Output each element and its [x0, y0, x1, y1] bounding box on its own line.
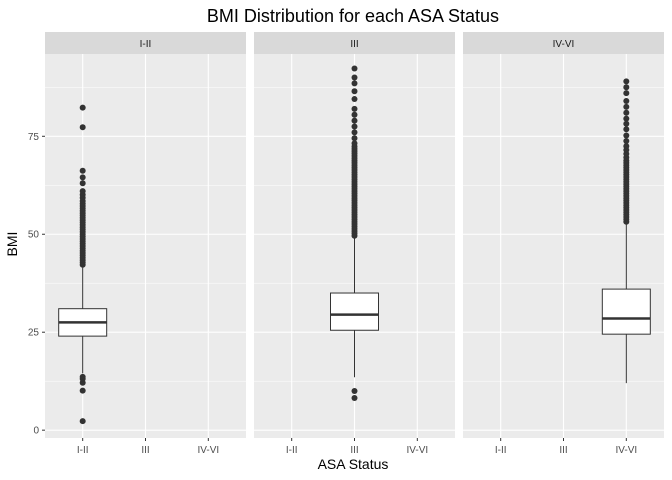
facet-panel-III: III I-II III IV-VI [254, 32, 455, 456]
outlier-point [351, 74, 358, 81]
outlier-point [623, 120, 630, 127]
outlier-point [623, 115, 630, 122]
y-tick-label: 50 [28, 230, 40, 241]
outlier-point [623, 98, 630, 105]
x-tick-label: I-II [286, 445, 298, 456]
x-tick-label: I-II [77, 445, 89, 456]
box-iqr [601, 288, 651, 335]
outlier-point [623, 126, 630, 133]
outlier-point [351, 135, 358, 142]
x-tick-label: III [350, 445, 358, 456]
outlier-point [79, 167, 86, 174]
facet-strip-label: III [350, 39, 358, 50]
outlier-point [351, 105, 358, 112]
facet-strip [45, 32, 246, 54]
outlier-point [79, 180, 86, 187]
outlier-point [79, 174, 86, 181]
outlier-point [351, 96, 358, 103]
outlier-point [351, 88, 358, 95]
chart-title: BMI Distribution for each ASA Status [207, 6, 499, 26]
y-tick-label: 0 [33, 426, 39, 437]
outlier-point [79, 124, 86, 131]
outlier-point [623, 143, 630, 150]
outlier-point [79, 104, 86, 111]
outlier-point [351, 387, 358, 394]
outlier-point [623, 137, 630, 144]
facet-panel-I-II: I-II I-II III IV-VI [45, 32, 246, 456]
x-tick-label: IV-VI [406, 445, 428, 456]
facet-strip [254, 32, 455, 54]
x-axis-title: ASA Status [318, 456, 389, 472]
box-iqr [330, 292, 379, 331]
x-tick-label: III [141, 445, 149, 456]
outlier-point [351, 111, 358, 118]
y-tick-label: 75 [28, 132, 40, 143]
outlier-point [351, 395, 358, 402]
outlier-point [79, 387, 86, 394]
x-tick-label: III [559, 445, 567, 456]
outlier-point [79, 188, 86, 195]
outlier-point [623, 132, 630, 139]
y-tick-label: 25 [28, 328, 40, 339]
x-tick-label: IV-VI [197, 445, 219, 456]
outlier-point [623, 109, 630, 116]
outlier-point [351, 65, 358, 72]
outlier-point [79, 373, 86, 380]
outlier-point [623, 103, 630, 110]
facet-strip-label: IV-VI [553, 39, 575, 50]
outlier-point [623, 90, 630, 97]
outlier-point [623, 78, 630, 85]
outlier-point [351, 129, 358, 136]
facet-panel-IV-VI: IV-VI I-II III IV-VI [463, 32, 664, 456]
outlier-point [351, 80, 358, 87]
x-tick-label: IV-VI [615, 445, 637, 456]
y-axis: 0 25 50 75 [28, 132, 45, 437]
outlier-point [351, 140, 358, 147]
facet-strip-label: I-II [140, 39, 152, 50]
outlier-point [623, 84, 630, 91]
x-tick-label: I-II [495, 445, 507, 456]
outlier-point [351, 117, 358, 124]
outlier-point [351, 123, 358, 130]
y-axis-title: BMI [4, 232, 20, 257]
facet-strip [463, 32, 664, 54]
outlier-point [79, 418, 86, 425]
